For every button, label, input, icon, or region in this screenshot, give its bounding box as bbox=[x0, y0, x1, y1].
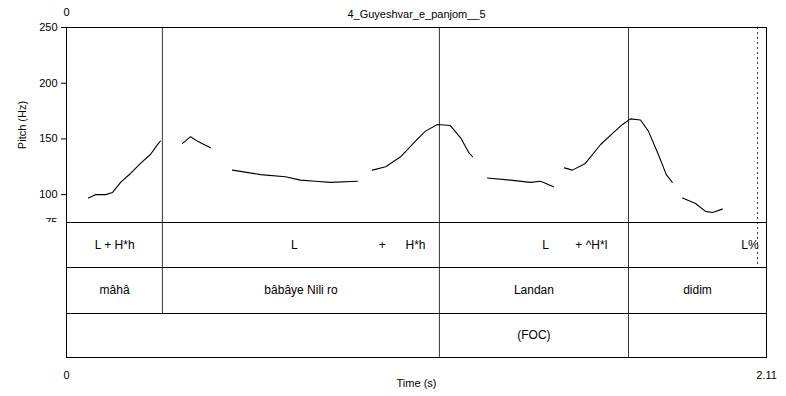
svg-text:L%: L% bbox=[741, 238, 759, 252]
svg-text:bâbâye Nili ro: bâbâye Nili ro bbox=[264, 283, 338, 297]
svg-text:0: 0 bbox=[63, 6, 69, 18]
svg-text:L: L bbox=[542, 238, 549, 252]
svg-text:+ ^H*l: + ^H*l bbox=[575, 238, 607, 252]
svg-text:250: 250 bbox=[39, 21, 57, 33]
svg-text:Time (s): Time (s) bbox=[397, 377, 437, 389]
svg-text:150: 150 bbox=[39, 132, 57, 144]
svg-text:+: + bbox=[379, 238, 386, 252]
svg-text:didim: didim bbox=[683, 283, 712, 297]
svg-text:4_Guyeshvar_e_panjom__5: 4_Guyeshvar_e_panjom__5 bbox=[347, 8, 485, 20]
svg-text:(FOC): (FOC) bbox=[517, 328, 550, 342]
svg-text:L + H*h: L + H*h bbox=[95, 238, 135, 252]
svg-text:75: 75 bbox=[45, 216, 57, 222]
svg-text:L: L bbox=[291, 238, 298, 252]
svg-text:Pitch (Hz): Pitch (Hz) bbox=[16, 101, 28, 149]
svg-text:H*h: H*h bbox=[405, 238, 425, 252]
svg-text:200: 200 bbox=[39, 77, 57, 89]
svg-text:Landan: Landan bbox=[514, 283, 554, 297]
svg-text:mâhâ: mâhâ bbox=[100, 283, 130, 297]
svg-text:2.11: 2.11 bbox=[756, 369, 777, 381]
svg-text:100: 100 bbox=[39, 188, 57, 200]
svg-text:0: 0 bbox=[63, 369, 69, 381]
